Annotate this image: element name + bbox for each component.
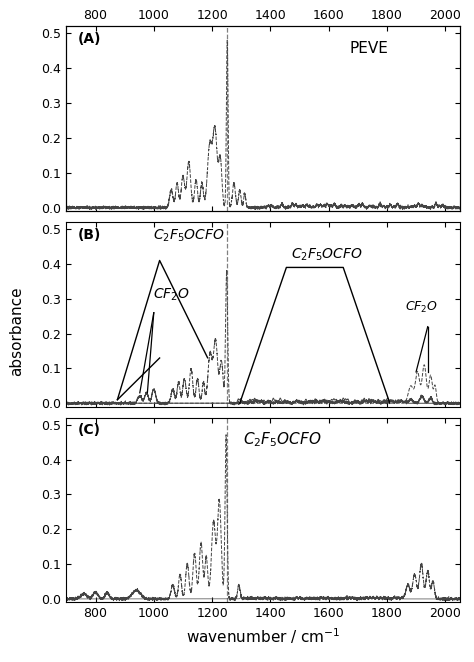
Text: $C_2F_5OCFO$: $C_2F_5OCFO$ [291, 246, 363, 263]
Text: (C): (C) [78, 424, 101, 438]
Text: $C_2F_5OCFO$: $C_2F_5OCFO$ [244, 431, 322, 449]
X-axis label: wavenumber / cm$^{-1}$: wavenumber / cm$^{-1}$ [186, 626, 340, 645]
Text: $CF_2O$: $CF_2O$ [405, 300, 438, 315]
Text: $CF_2O$: $CF_2O$ [153, 287, 190, 303]
Text: absorbance: absorbance [9, 286, 25, 376]
Text: (A): (A) [78, 32, 101, 46]
Text: $C_2F_5OCFO$: $C_2F_5OCFO$ [153, 228, 225, 244]
Text: PEVE: PEVE [350, 41, 389, 56]
Text: (B): (B) [78, 228, 101, 242]
